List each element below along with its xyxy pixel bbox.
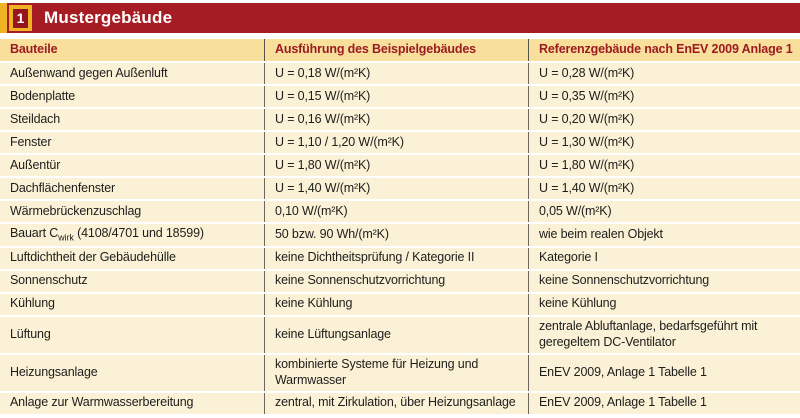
cell-bauteil: Bauart Cwirk (4108/4701 und 18599) bbox=[0, 224, 264, 246]
cell-referenz: Kategorie I bbox=[528, 247, 800, 269]
cell-beispiel: U = 0,16 W/(m²K) bbox=[264, 109, 528, 130]
cell-referenz: zentrale Abluftanlage, bedarfsgeführt mi… bbox=[528, 316, 800, 353]
cell-referenz: keine Kühlung bbox=[528, 293, 800, 315]
building-spec-table: Bauteile Ausführung des Beispielgebäudes… bbox=[0, 39, 800, 414]
table-row: Bodenplatte U = 0,15 W/(m²K) U = 0,35 W/… bbox=[0, 86, 800, 107]
cell-beispiel: zentral, mit Zirkulation, über Heizungsa… bbox=[264, 392, 528, 414]
table-row: Anlage zur Warmwasserbereitung zentral, … bbox=[0, 392, 800, 414]
table-row: Fenster U = 1,10 / 1,20 W/(m²K) U = 1,30… bbox=[0, 132, 800, 153]
figure-number: 1 bbox=[13, 8, 28, 28]
cell-referenz: U = 1,80 W/(m²K) bbox=[528, 155, 800, 176]
cell-beispiel: kombinierte Systeme für Heizung und Warm… bbox=[264, 354, 528, 391]
figure-title: Mustergebäude bbox=[44, 8, 173, 27]
column-header-bauteile: Bauteile bbox=[10, 42, 58, 57]
table-row: Sonnenschutz keine Sonnenschutzvorrichtu… bbox=[0, 270, 800, 292]
bauart-label-prefix: Bauart C bbox=[10, 226, 59, 240]
table-row: Außentür U = 1,80 W/(m²K) U = 1,80 W/(m²… bbox=[0, 155, 800, 176]
cell-beispiel: U = 1,80 W/(m²K) bbox=[264, 155, 528, 176]
column-header-referenzgebaeude: Referenzgebäude nach EnEV 2009 Anlage 1 bbox=[528, 39, 800, 61]
cell-referenz: EnEV 2009, Anlage 1 Tabelle 1 bbox=[528, 392, 800, 414]
table-row: Steildach U = 0,16 W/(m²K) U = 0,20 W/(m… bbox=[0, 109, 800, 130]
cell-bauteil: Außenwand gegen Außenluft bbox=[10, 65, 168, 80]
cell-bauteil: Wärmebrückenzuschlag bbox=[10, 203, 142, 218]
cell-bauteil: Luftdichtheit der Gebäudehülle bbox=[10, 250, 176, 265]
cell-referenz: U = 0,35 W/(m²K) bbox=[528, 86, 800, 107]
cell-bauteil: Außentür bbox=[10, 157, 61, 172]
figure-number-badge: 1 bbox=[9, 5, 32, 31]
table-row: Außenwand gegen Außenluft U = 0,18 W/(m²… bbox=[0, 63, 800, 84]
cell-referenz: U = 0,28 W/(m²K) bbox=[528, 63, 800, 84]
cell-bauteil: Heizungsanlage bbox=[10, 364, 98, 379]
cell-beispiel: 50 bzw. 90 Wh/(m²K) bbox=[264, 224, 528, 246]
table-row: Bauart Cwirk (4108/4701 und 18599) 50 bz… bbox=[0, 224, 800, 246]
cell-bauteil: Sonnenschutz bbox=[10, 273, 88, 288]
table-row: Lüftung keine Lüftungsanlage zentrale Ab… bbox=[0, 316, 800, 353]
cell-referenz: keine Sonnenschutzvorrichtung bbox=[528, 270, 800, 292]
cell-beispiel: U = 0,15 W/(m²K) bbox=[264, 86, 528, 107]
cell-bauteil: Fenster bbox=[10, 134, 52, 149]
cell-referenz: U = 0,20 W/(m²K) bbox=[528, 109, 800, 130]
table-row: Dachflächenfenster U = 1,40 W/(m²K) U = … bbox=[0, 178, 800, 199]
bauart-label-suffix: (4108/4701 und 18599) bbox=[73, 226, 204, 240]
table-header-row: Bauteile Ausführung des Beispielgebäudes… bbox=[0, 39, 800, 61]
cell-referenz: U = 1,30 W/(m²K) bbox=[528, 132, 800, 153]
bauart-label-subscript: wirk bbox=[58, 232, 74, 243]
cell-beispiel: U = 1,40 W/(m²K) bbox=[264, 178, 528, 199]
cell-referenz: wie beim realen Objekt bbox=[528, 224, 800, 246]
title-bar: 1 Mustergebäude bbox=[0, 3, 800, 33]
cell-beispiel: keine Sonnenschutzvorrichtung bbox=[264, 270, 528, 292]
cell-beispiel: keine Lüftungsanlage bbox=[264, 316, 528, 353]
gold-edge-strip bbox=[0, 3, 7, 33]
cell-bauteil: Bodenplatte bbox=[10, 88, 76, 103]
cell-referenz: EnEV 2009, Anlage 1 Tabelle 1 bbox=[528, 354, 800, 391]
table-row: Heizungsanlage kombinierte Systeme für H… bbox=[0, 354, 800, 391]
cell-bauteil: Lüftung bbox=[10, 326, 51, 341]
cell-beispiel: U = 1,10 / 1,20 W/(m²K) bbox=[264, 132, 528, 153]
cell-beispiel: keine Kühlung bbox=[264, 293, 528, 315]
table-row: Kühlung keine Kühlung keine Kühlung bbox=[0, 293, 800, 315]
cell-beispiel: 0,10 W/(m²K) bbox=[264, 201, 528, 222]
table-row: Wärmebrückenzuschlag 0,10 W/(m²K) 0,05 W… bbox=[0, 201, 800, 222]
cell-referenz: U = 1,40 W/(m²K) bbox=[528, 178, 800, 199]
cell-bauteil: Anlage zur Warmwasserbereitung bbox=[10, 395, 194, 410]
cell-beispiel: U = 0,18 W/(m²K) bbox=[264, 63, 528, 84]
column-header-ausfuehrung: Ausführung des Beispielgebäudes bbox=[264, 39, 528, 61]
red-title-bar: 1 Mustergebäude bbox=[7, 3, 800, 33]
cell-bauteil: Steildach bbox=[10, 111, 61, 126]
cell-referenz: 0,05 W/(m²K) bbox=[528, 201, 800, 222]
cell-beispiel: keine Dichtheitsprüfung / Kategorie II bbox=[264, 247, 528, 269]
table-row: Luftdichtheit der Gebäudehülle keine Dic… bbox=[0, 247, 800, 269]
cell-bauteil: Kühlung bbox=[10, 296, 55, 311]
cell-bauteil: Dachflächenfenster bbox=[10, 180, 116, 195]
